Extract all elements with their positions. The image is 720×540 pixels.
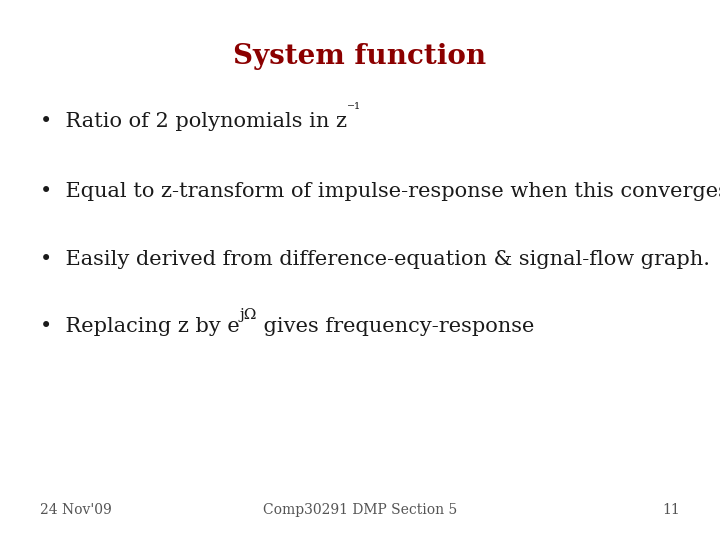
Text: 11: 11 — [662, 503, 680, 517]
Text: 24 Nov'09: 24 Nov'09 — [40, 503, 112, 517]
Text: •  Replacing z by e: • Replacing z by e — [40, 317, 239, 336]
Text: jΩ: jΩ — [239, 308, 257, 322]
Text: System function: System function — [233, 43, 487, 70]
Text: Comp30291 DMP Section 5: Comp30291 DMP Section 5 — [263, 503, 457, 517]
Text: •  Easily derived from difference-equation & signal-flow graph.: • Easily derived from difference-equatio… — [40, 249, 710, 269]
Text: •  Equal to z-transform of impulse-response when this converges.: • Equal to z-transform of impulse-respon… — [40, 182, 720, 201]
Text: •  Ratio of 2 polynomials in z: • Ratio of 2 polynomials in z — [40, 112, 346, 131]
Text: gives frequency-response: gives frequency-response — [257, 317, 534, 336]
Text: ⁻¹: ⁻¹ — [346, 103, 361, 117]
